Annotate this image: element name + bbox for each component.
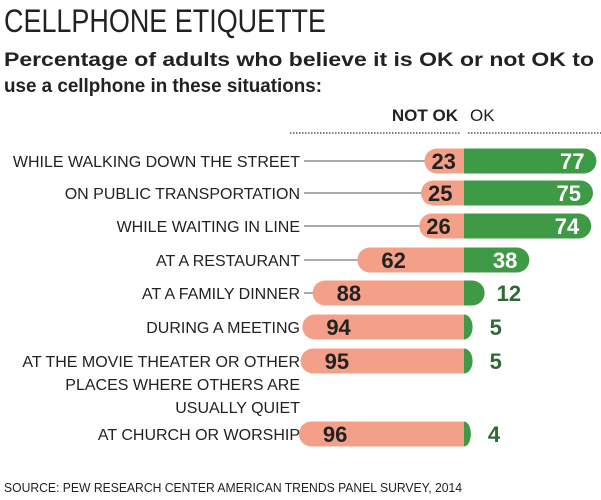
legend-not-ok: NOT OK [392, 106, 459, 125]
bar-not-ok [419, 213, 464, 239]
category-label: DURING A MEETING [146, 320, 300, 337]
category-label: AT A FAMILY DINNER [142, 286, 300, 303]
chart-source: SOURCE: PEW RESEARCH CENTER AMERICAN TRE… [4, 480, 462, 495]
value-label-ok: 5 [490, 315, 502, 340]
bar-ok [464, 348, 473, 374]
bar-not-ok [298, 421, 464, 447]
category-label: USUALLY QUIET [175, 400, 300, 417]
value-label-not-ok: 23 [431, 149, 455, 174]
value-label-ok: 74 [555, 214, 580, 239]
category-label: WHILE WALKING DOWN THE STREET [13, 154, 300, 171]
value-label-ok: 75 [557, 181, 581, 206]
bar-not-ok [300, 348, 464, 374]
value-label-not-ok: 95 [325, 349, 349, 374]
category-label: PLACES WHERE OTHERS ARE [65, 377, 300, 394]
value-label-not-ok: 62 [381, 248, 405, 273]
value-label-ok: 38 [493, 248, 517, 273]
value-label-ok: 5 [490, 349, 502, 374]
value-label-ok: 12 [497, 281, 521, 306]
value-label-not-ok: 25 [428, 181, 452, 206]
bar-not-ok [421, 180, 464, 206]
category-label: WHILE WAITING IN LINE [117, 219, 300, 236]
chart-subtitle-line2: use a cellphone in these situations: [4, 76, 322, 97]
bar-not-ok [312, 280, 464, 306]
category-label: AT A RESTAURANT [156, 253, 300, 270]
bar-ok [464, 314, 473, 340]
bar-ok [464, 213, 592, 239]
value-label-not-ok: 88 [337, 281, 361, 306]
bar-not-ok [357, 247, 464, 273]
chart-subtitle: Percentage of adults who believe it is O… [4, 50, 594, 71]
category-label: ON PUBLIC TRANSPORTATION [65, 186, 300, 203]
chart-title: CELLPHONE ETIQUETTE [4, 3, 326, 39]
bar-ok [464, 180, 593, 206]
bar-ok [464, 148, 597, 174]
bar-ok [464, 421, 471, 447]
legend-ok: OK [470, 106, 495, 125]
value-label-not-ok: 26 [426, 214, 450, 239]
bar-not-ok [424, 148, 464, 174]
bar-ok [464, 247, 530, 273]
category-label: AT CHURCH OR WORSHIP [98, 427, 300, 444]
value-label-not-ok: 96 [323, 422, 347, 447]
category-label: AT THE MOVIE THEATER OR OTHER [22, 354, 300, 371]
value-label-ok: 77 [560, 149, 584, 174]
bar-not-ok [302, 314, 464, 340]
bar-ok [464, 280, 485, 306]
value-label-ok: 4 [488, 422, 501, 447]
value-label-not-ok: 94 [326, 315, 351, 340]
